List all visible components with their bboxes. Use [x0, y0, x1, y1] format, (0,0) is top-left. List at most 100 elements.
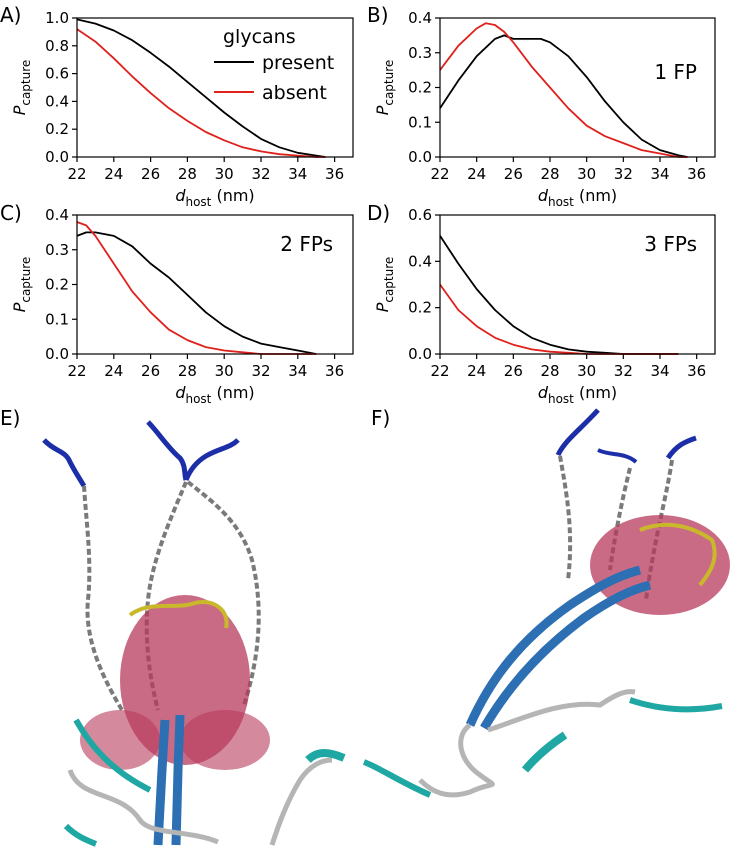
y-axis-title: Pcapture [10, 257, 33, 313]
panel-c: C) 22 24 26 28 30 32 34 36 0.0 0.1 0.2 0.3 0.4 dhost… [0, 201, 354, 406]
y-axis-title: Pcapture [373, 257, 396, 313]
svg-text:dhost (nm): dhost (nm) [175, 383, 254, 406]
panel-label-d: D) [367, 201, 390, 225]
svg-text:Pcapture: Pcapture [10, 257, 33, 313]
x-tick-label: 30 [215, 165, 234, 183]
y-tick-label: 0.2 [408, 299, 432, 317]
x-tick-label: 36 [325, 165, 344, 183]
panel-a: A) 22 24 26 28 30 32 34 36 0.0 0.2 0.4 0.6 0.8 1.0 dh… [0, 3, 354, 209]
x-tick-label: 32 [614, 165, 633, 183]
y-tick-label: 0.6 [45, 65, 69, 83]
tip-helix [555, 408, 600, 457]
molecular-render-e: E) [0, 406, 346, 847]
y-tick-label: 0.1 [45, 310, 69, 328]
panel-label-b: B) [367, 3, 389, 27]
panel-label-e: E) [0, 406, 20, 430]
x-tick-label: 28 [178, 165, 197, 183]
molecular-render-f: F) [362, 406, 730, 798]
x-tick-label: 28 [540, 362, 559, 380]
x-axis-title: dhost (nm) [175, 186, 254, 209]
x-tick-label: 28 [540, 165, 559, 183]
panel-label-f: F) [371, 406, 390, 430]
y-tick-label: 0.4 [408, 252, 432, 270]
series-line-present [76, 18, 326, 158]
x-tick-label: 36 [687, 165, 706, 183]
y-tick-label: 0.0 [45, 345, 69, 363]
y-tick-label: 0.3 [45, 241, 69, 259]
y-tick-label: 0.4 [45, 206, 69, 224]
y-tick-label: 0.6 [408, 206, 432, 224]
y-tick-label: 0.0 [408, 345, 432, 363]
anchor-lipid [305, 749, 346, 764]
x-tick-label: 30 [577, 362, 596, 380]
glycan-backbone [639, 522, 717, 587]
y-axis-title: Pcapture [373, 60, 396, 116]
svg-text:Pcapture: Pcapture [373, 257, 396, 313]
y-axis-title: Pcapture [10, 60, 33, 116]
x-tick-label: 30 [215, 362, 234, 380]
x-tick-label: 26 [504, 165, 523, 183]
panel-d: D) 22 24 26 28 30 32 34 36 0.0 0.2 0.4 0.6 dhost (n… [367, 201, 716, 406]
series-line-present [76, 231, 317, 355]
y-tick-label: 0.0 [408, 148, 432, 166]
linker-chain [558, 455, 573, 581]
x-axis-title: dhost (nm) [538, 383, 617, 406]
svg-text:Pcapture: Pcapture [10, 60, 33, 116]
x-tick-label: 24 [104, 165, 123, 183]
tip-helix [42, 438, 87, 488]
panel-label-c: C) [0, 201, 22, 225]
svg-text:dhost (nm): dhost (nm) [538, 186, 617, 209]
glycan-cluster [180, 710, 270, 770]
axes-frame [439, 17, 716, 158]
y-tick-label: 0.2 [45, 276, 69, 294]
x-tick-label: 28 [178, 362, 197, 380]
tip-helix [597, 448, 638, 464]
x-tick-label: 32 [614, 362, 633, 380]
ribbon [269, 757, 333, 846]
x-tick-label: 22 [67, 165, 86, 183]
helix-bundle [480, 580, 652, 731]
x-tick-label: 24 [467, 362, 486, 380]
y-tick-label: 0.0 [45, 148, 69, 166]
panel-annotation-d: 3 FPs [644, 232, 697, 256]
y-tick-label: 0.2 [408, 79, 432, 97]
helix-bundle [465, 565, 642, 727]
series-line-absent [439, 283, 679, 355]
series-line-present [439, 235, 679, 355]
ribbon [67, 769, 219, 845]
x-tick-label: 34 [650, 362, 669, 380]
x-tick-label: 22 [430, 165, 449, 183]
x-tick-label: 26 [141, 362, 160, 380]
legend-label-absent: absent [262, 82, 327, 104]
ribbon [418, 722, 495, 798]
ribbon [487, 689, 636, 733]
x-tick-label: 30 [577, 165, 596, 183]
x-axis-title: dhost (nm) [538, 186, 617, 209]
x-tick-label: 34 [288, 362, 307, 380]
x-tick-label: 32 [251, 362, 270, 380]
x-tick-label: 24 [467, 165, 486, 183]
anchor-lipid [362, 759, 432, 798]
svg-text:dhost (nm): dhost (nm) [538, 383, 617, 406]
anchor-lipid [629, 697, 723, 713]
panel-annotation-b: 1 FP [654, 60, 697, 84]
x-tick-label: 36 [325, 362, 344, 380]
x-tick-label: 32 [251, 165, 270, 183]
anchor-lipid [73, 718, 152, 793]
glycan-backbone [128, 599, 229, 629]
y-tick-label: 0.4 [408, 9, 432, 27]
panel-annotation-c: 2 FPs [280, 232, 333, 256]
tip-helix [183, 438, 240, 481]
x-tick-label: 36 [687, 362, 706, 380]
helix-bundle [171, 714, 185, 846]
x-tick-label: 26 [504, 362, 523, 380]
y-tick-label: 1.0 [45, 9, 69, 27]
series-line-absent [76, 28, 326, 158]
helix-bundle [153, 719, 170, 846]
x-tick-label: 22 [67, 362, 86, 380]
anchor-lipid [63, 823, 98, 847]
x-tick-label: 34 [650, 165, 669, 183]
y-tick-label: 0.8 [45, 37, 69, 55]
y-tick-label: 0.2 [45, 120, 69, 138]
